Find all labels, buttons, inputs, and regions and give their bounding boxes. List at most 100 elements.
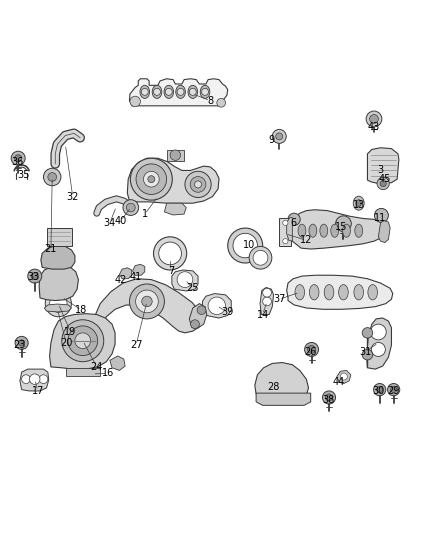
Circle shape [377,386,383,393]
Polygon shape [49,313,115,369]
Circle shape [370,115,378,123]
Circle shape [190,176,206,192]
Circle shape [189,88,196,95]
Circle shape [185,171,211,198]
Polygon shape [367,318,392,369]
Circle shape [272,130,286,143]
Text: 28: 28 [267,382,280,392]
Circle shape [130,284,164,319]
Text: 17: 17 [32,386,44,396]
Text: 12: 12 [300,235,312,245]
Ellipse shape [368,285,378,300]
Text: 36: 36 [11,157,23,167]
Circle shape [374,208,389,222]
Text: 38: 38 [322,394,334,405]
Circle shape [377,177,389,190]
Circle shape [336,216,351,231]
Circle shape [68,326,98,356]
Circle shape [153,88,160,95]
Ellipse shape [176,85,185,99]
Circle shape [191,320,199,328]
Circle shape [11,151,25,165]
Polygon shape [164,203,186,215]
Ellipse shape [152,85,162,99]
Polygon shape [289,210,384,249]
Circle shape [325,394,332,401]
Circle shape [39,375,48,384]
Text: 24: 24 [91,362,103,372]
Text: 18: 18 [75,305,88,315]
Circle shape [228,228,263,263]
Circle shape [208,297,226,314]
Ellipse shape [356,200,361,207]
Ellipse shape [309,285,319,300]
Text: 9: 9 [268,135,275,145]
Text: 11: 11 [374,214,387,223]
Polygon shape [367,148,399,183]
Bar [279,219,291,246]
Ellipse shape [298,224,306,237]
Circle shape [15,336,28,350]
Polygon shape [41,246,75,269]
Ellipse shape [164,85,173,99]
Text: 23: 23 [13,340,25,350]
Ellipse shape [339,285,348,300]
Text: 37: 37 [273,294,286,304]
Circle shape [307,345,315,353]
Circle shape [21,375,30,384]
Circle shape [263,288,272,297]
Circle shape [18,340,25,346]
Polygon shape [378,221,390,243]
Circle shape [153,237,187,270]
Circle shape [374,384,386,395]
Polygon shape [130,79,228,106]
Text: 10: 10 [244,240,256,249]
Ellipse shape [200,85,210,99]
Circle shape [170,150,180,160]
Ellipse shape [320,224,328,237]
Text: 42: 42 [115,274,127,285]
Circle shape [366,111,382,127]
Circle shape [283,239,288,244]
Ellipse shape [324,285,334,300]
Circle shape [177,272,193,287]
Text: 15: 15 [335,222,347,232]
Circle shape [165,88,172,95]
Bar [166,150,184,161]
Circle shape [142,296,152,306]
Polygon shape [133,264,145,275]
Ellipse shape [331,224,339,237]
Text: 3: 3 [378,165,384,175]
Circle shape [276,133,283,140]
Circle shape [197,306,206,314]
Text: 43: 43 [368,122,380,132]
Polygon shape [93,279,201,341]
Text: 26: 26 [304,346,317,357]
Bar [46,228,72,246]
Text: 34: 34 [104,218,116,228]
Circle shape [136,290,158,313]
Circle shape [362,350,373,360]
Circle shape [388,384,400,395]
Ellipse shape [343,224,350,237]
Circle shape [123,200,139,215]
Circle shape [217,99,226,107]
Circle shape [233,233,258,258]
Circle shape [130,96,141,107]
Circle shape [49,295,67,312]
Polygon shape [44,304,71,312]
Polygon shape [202,294,231,318]
Circle shape [371,324,386,340]
Text: 40: 40 [115,216,127,225]
Ellipse shape [354,285,364,300]
Polygon shape [110,356,125,370]
Circle shape [31,272,38,280]
Text: 35: 35 [17,170,30,180]
Circle shape [249,246,272,269]
Circle shape [288,213,300,225]
Bar [66,368,100,376]
Circle shape [391,386,397,393]
Polygon shape [20,369,49,391]
Polygon shape [39,265,78,301]
Circle shape [148,176,155,183]
